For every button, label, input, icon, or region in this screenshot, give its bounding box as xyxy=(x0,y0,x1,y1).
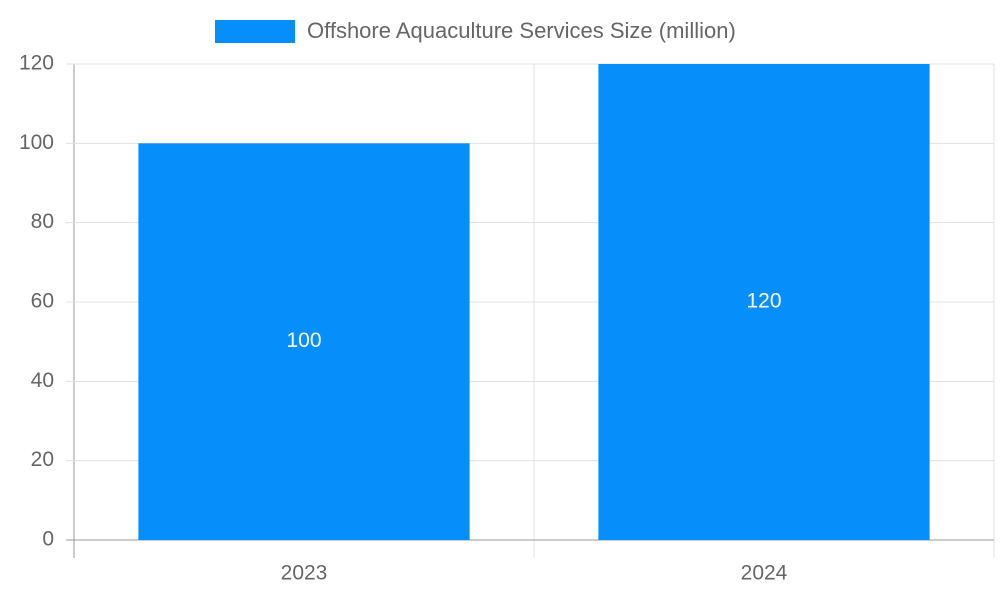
y-tick-label: 40 xyxy=(31,369,54,392)
legend-label: Offshore Aquaculture Services Size (mill… xyxy=(307,18,736,43)
x-tick-label: 2024 xyxy=(741,562,788,585)
y-tick-label: 20 xyxy=(31,448,54,471)
x-tick-label: 2023 xyxy=(281,562,328,585)
data-label: 100 xyxy=(286,329,321,352)
y-tick-label: 60 xyxy=(31,290,54,313)
data-label: 120 xyxy=(746,290,781,313)
y-tick-label: 120 xyxy=(19,52,54,75)
legend-swatch xyxy=(215,20,295,43)
y-tick-label: 80 xyxy=(31,210,54,233)
y-tick-label: 100 xyxy=(19,131,54,154)
bar xyxy=(138,143,470,541)
y-tick-label: 0 xyxy=(42,528,54,551)
bar xyxy=(598,64,930,540)
